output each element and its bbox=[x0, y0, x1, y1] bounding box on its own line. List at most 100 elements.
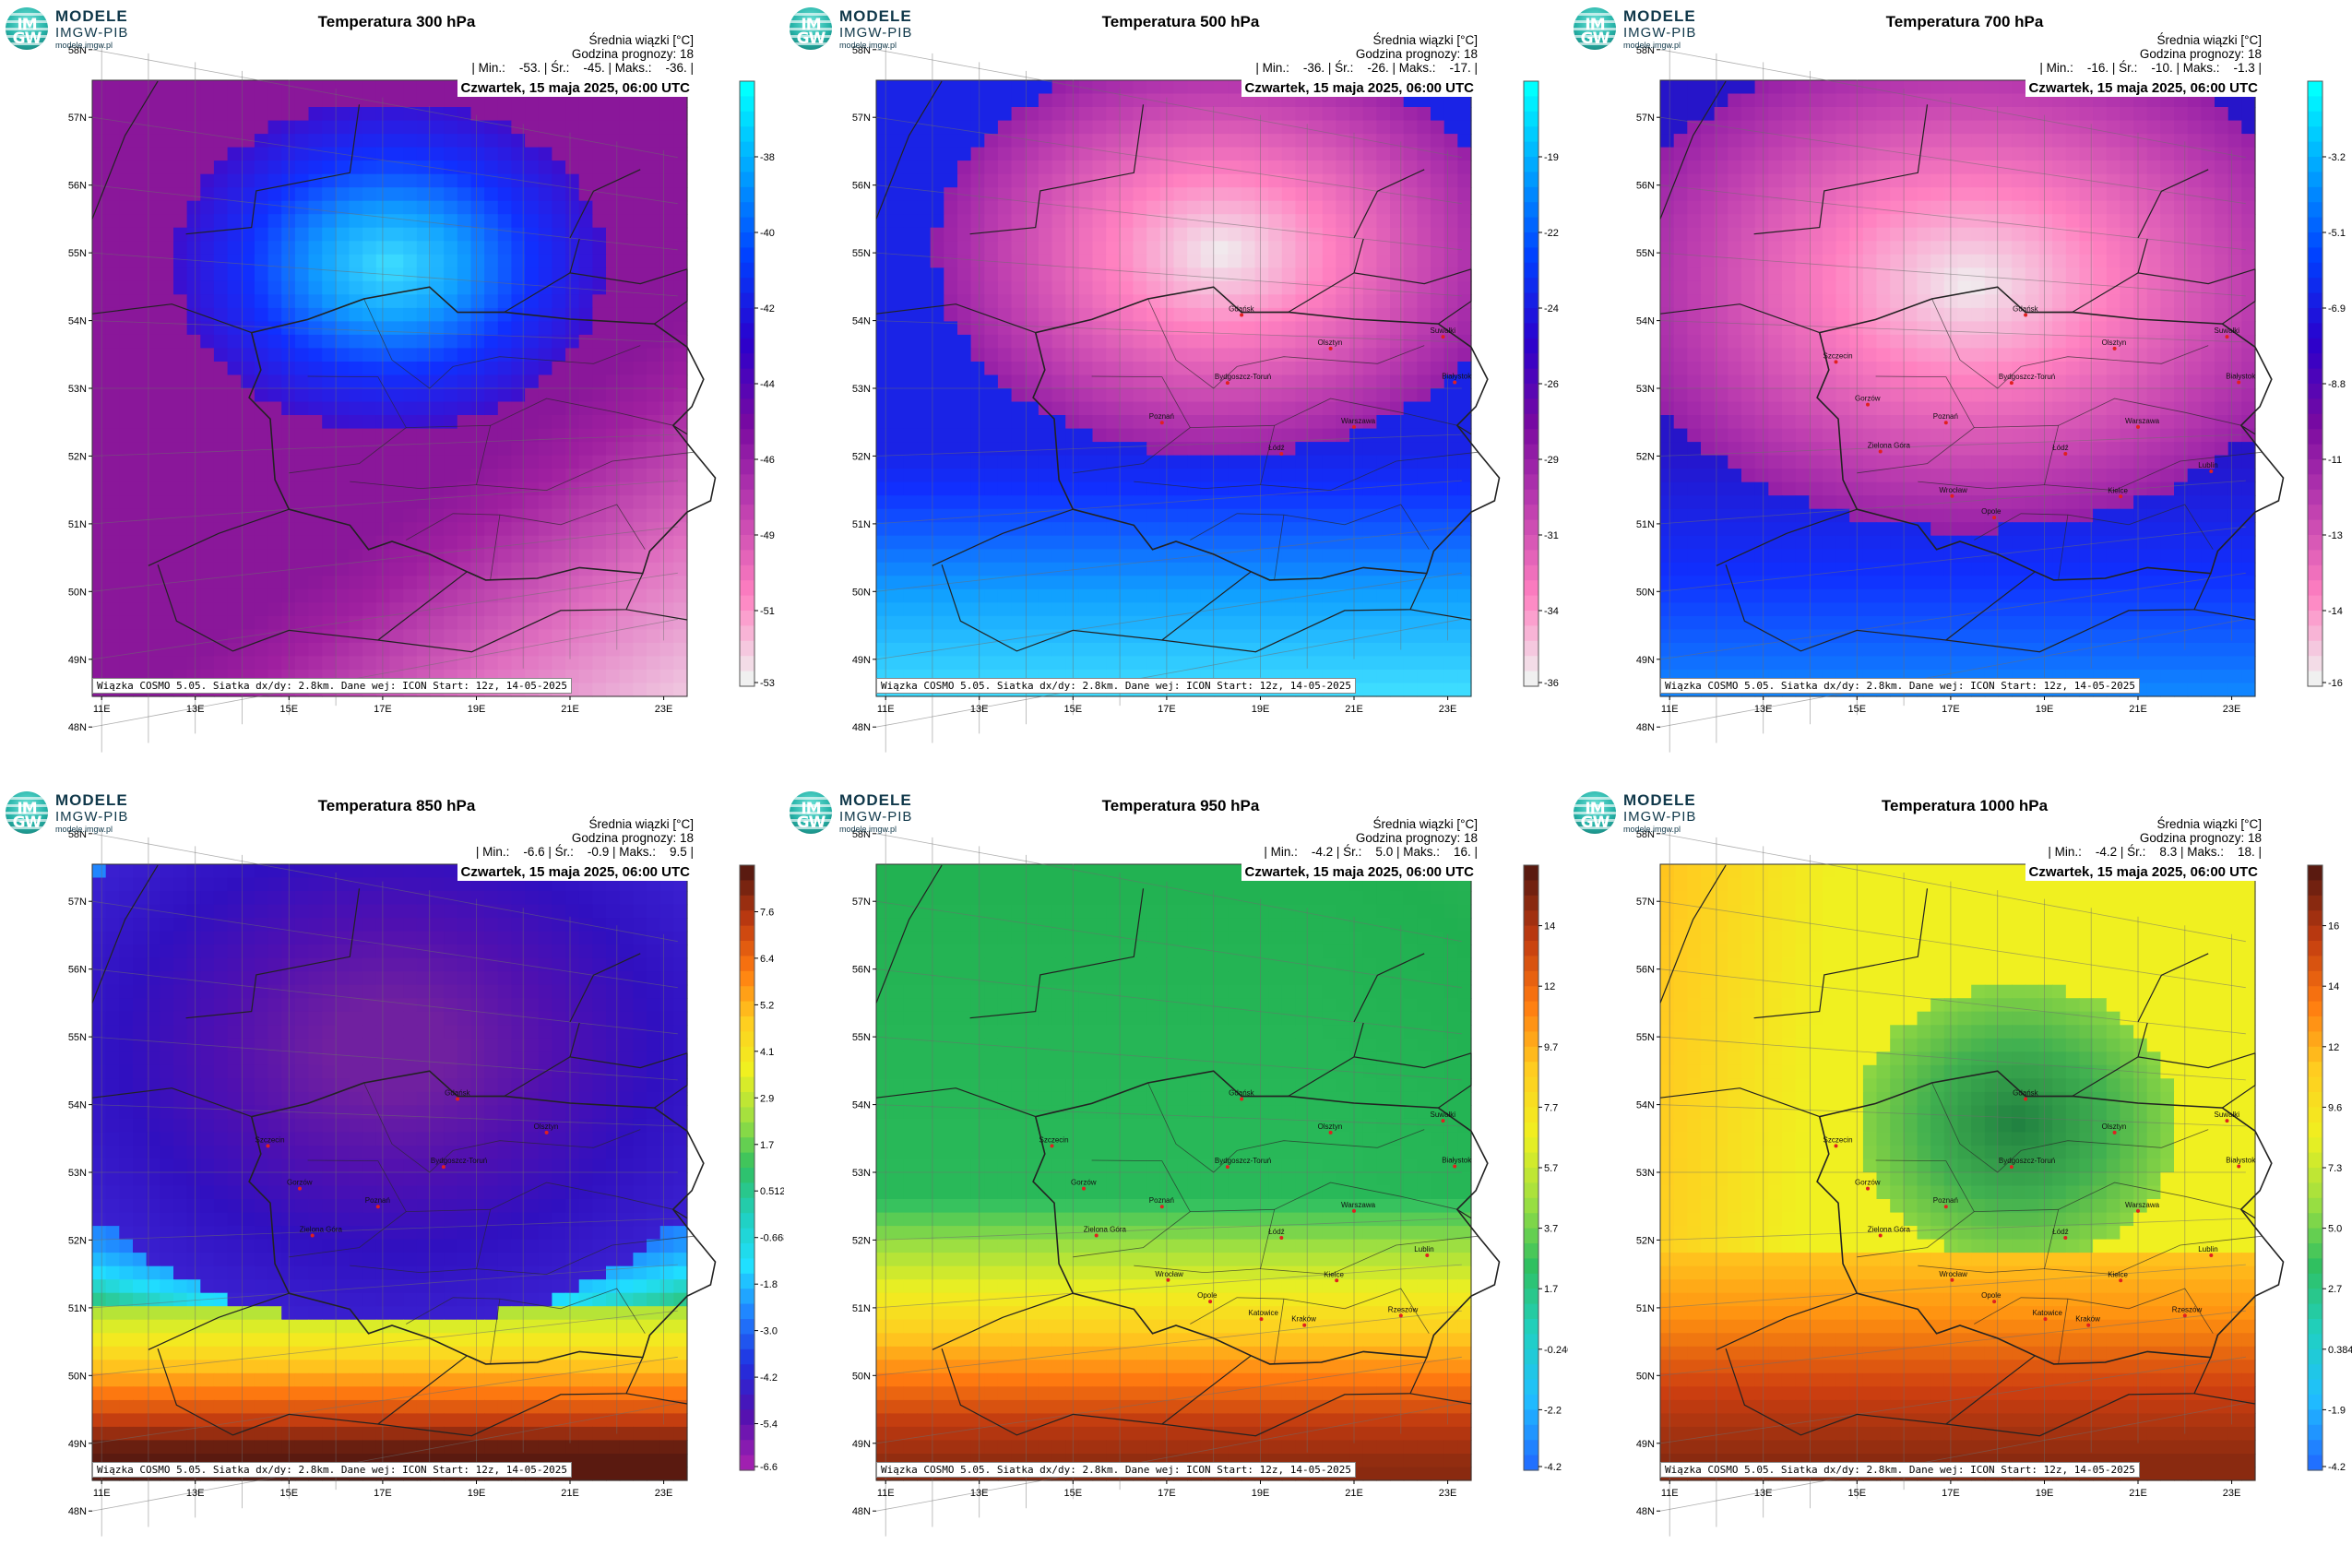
colorbar-tick-label: -4.2 bbox=[2328, 1462, 2346, 1473]
city-label: Poznań bbox=[1933, 1196, 1958, 1205]
city-marker bbox=[1082, 1186, 1086, 1191]
city-label: Katowice bbox=[1249, 1309, 1279, 1317]
city-marker bbox=[2009, 1165, 2013, 1170]
city-marker bbox=[1050, 1144, 1054, 1148]
model-info-footer: Wiązka COSMO 5.05. Siatka dx/dy: 2.8km. … bbox=[92, 1462, 572, 1478]
city-label: Bydgoszcz-Toruń bbox=[1215, 1157, 1271, 1165]
city-markers: Gdańsk Olsztyn Suwałki Białystok Bydgoszcz-T… bbox=[1149, 305, 1472, 456]
city-label: Rzeszów bbox=[1388, 1305, 1419, 1313]
colorbar-tick-label: -4.2 bbox=[760, 1372, 778, 1384]
city-markers: Gdańsk Olsztyn Suwałki Szczecin Białystok Byd… bbox=[1823, 1089, 2256, 1327]
latitude-label: 58N bbox=[852, 829, 871, 840]
latitude-label: 51N bbox=[852, 1303, 871, 1314]
temperature-map: Gdańsk Olsztyn Suwałki Szczecin Białystok Byd… bbox=[852, 828, 1568, 1537]
latitude-label: 48N bbox=[68, 1506, 87, 1517]
logo-mark-line1: IM bbox=[17, 800, 37, 818]
city-marker bbox=[1279, 1236, 1284, 1240]
ensemble-meta: Średnia wiązki [°C] Godzina prognozy: 18… bbox=[2048, 817, 2262, 859]
temperature-map: Gdańsk Olsztyn Suwałki Szczecin Białystok Byd… bbox=[1636, 44, 2346, 753]
city-label: Bydgoszcz-Toruń bbox=[431, 1157, 487, 1165]
longitude-label: 19E bbox=[2036, 1488, 2054, 1499]
latitude-label: 54N bbox=[1636, 316, 1655, 327]
city-marker bbox=[1834, 360, 1838, 364]
city-marker bbox=[1302, 1323, 1307, 1327]
logo-mark-line2: GW bbox=[1580, 814, 1610, 832]
city-marker bbox=[441, 1165, 445, 1170]
longitude-label: 17E bbox=[374, 704, 392, 715]
city-marker bbox=[2086, 1323, 2091, 1327]
model-info-footer: Wiązka COSMO 5.05. Siatka dx/dy: 2.8km. … bbox=[1660, 678, 2140, 694]
stats-line: | Min.: -6.6 | Śr.: -0.9 | Maks.: 9.5 | bbox=[475, 845, 694, 859]
logo-mark-line2: GW bbox=[12, 30, 42, 48]
graticule bbox=[91, 44, 678, 753]
city-label: Wrocław bbox=[1939, 1270, 1967, 1278]
city-label: Szczecin bbox=[1823, 1135, 1853, 1144]
longitude-labels: 11E 13E 15E 17E 19E 21E 23E bbox=[93, 696, 672, 715]
colorbar-tick-label: 2.7 bbox=[2328, 1284, 2342, 1295]
latitude-label: 57N bbox=[1636, 897, 1655, 908]
city-marker bbox=[2136, 424, 2140, 429]
city-label: Gdańsk bbox=[1229, 305, 1255, 314]
city-marker bbox=[1159, 421, 1164, 425]
latitude-label: 48N bbox=[1636, 1506, 1655, 1517]
latitude-label: 48N bbox=[852, 722, 871, 733]
colorbar-tick-label: 12 bbox=[2328, 1042, 2339, 1053]
city-marker bbox=[1398, 1313, 1403, 1318]
forecast-hour-label: Godzina prognozy: 18 bbox=[571, 47, 694, 61]
city-label: Warszawa bbox=[2125, 1201, 2160, 1209]
country-borders bbox=[1659, 80, 2285, 653]
temperature-map: Gdańsk Olsztyn Szczecin Bydgoszcz-Toruń Gorz… bbox=[68, 828, 784, 1537]
latitude-label: 56N bbox=[852, 965, 871, 976]
colorbar-tick-label: -5.1 bbox=[2328, 228, 2346, 239]
colorbar-tick-label: -34 bbox=[1544, 606, 1559, 617]
latitude-label: 51N bbox=[68, 519, 87, 530]
latitude-label: 57N bbox=[1636, 113, 1655, 124]
latitude-label: 56N bbox=[68, 965, 87, 976]
colorbar-tick-label: -22 bbox=[1544, 228, 1559, 239]
latitude-labels: 58N 57N 56N 55N 54N 53N 52N 51N 50N 49N 48N bbox=[852, 829, 876, 1517]
latitude-label: 51N bbox=[1636, 519, 1655, 530]
city-label: Opole bbox=[1197, 1291, 1218, 1300]
logo-name-line2: IMGW-PIB bbox=[55, 809, 129, 825]
city-marker bbox=[2209, 469, 2214, 473]
longitude-label: 17E bbox=[374, 1488, 392, 1499]
logo-url: modele.imgw.pl bbox=[839, 41, 897, 50]
poland-border bbox=[248, 1070, 717, 1365]
city-markers: Gdańsk Olsztyn Suwałki Szczecin Białystok Byd… bbox=[1823, 305, 2256, 520]
logo-name-line1: MODELE bbox=[55, 791, 128, 809]
latitude-label: 55N bbox=[1636, 248, 1655, 259]
city-label: Białystok bbox=[2226, 1157, 2256, 1165]
colorbar-tick-label: -4.2 bbox=[1544, 1462, 1562, 1473]
longitude-label: 11E bbox=[93, 704, 111, 715]
stats-line: | Min.: -53. | Śr.: -45. | Maks.: -36. | bbox=[471, 61, 694, 75]
city-label: Gdańsk bbox=[2013, 1089, 2039, 1098]
forecast-hour-label: Godzina prognozy: 18 bbox=[571, 831, 694, 845]
latitude-label: 55N bbox=[1636, 1032, 1655, 1043]
city-marker bbox=[2043, 1317, 2048, 1322]
imgw-logo: IM GW MODELE IMGW-PIB modele.imgw.pl bbox=[6, 790, 135, 836]
imgw-logo-icon: IM GW bbox=[6, 7, 48, 50]
country-borders bbox=[91, 80, 717, 653]
city-label: Bydgoszcz-Toruń bbox=[1999, 373, 2055, 381]
city-marker bbox=[1866, 402, 1870, 407]
panel-title: Temperatura 850 hPa bbox=[317, 797, 476, 814]
forecast-hour-label: Godzina prognozy: 18 bbox=[1355, 47, 1478, 61]
panel-title: Temperatura 300 hPa bbox=[317, 13, 476, 30]
colorbar-tick-label: 9.7 bbox=[1544, 1042, 1558, 1053]
latitude-label: 53N bbox=[68, 384, 87, 395]
ensemble-meta: Średnia wiązki [°C] Godzina prognozy: 18… bbox=[471, 33, 694, 75]
colorbar-tick-label: 5.0 bbox=[2328, 1224, 2342, 1235]
model-info-footer: Wiązka COSMO 5.05. Siatka dx/dy: 2.8km. … bbox=[876, 1462, 1356, 1478]
valid-date-label: Czwartek, 15 maja 2025, 06:00 UTC bbox=[2025, 79, 2262, 97]
city-label: Olsztyn bbox=[2102, 1123, 2127, 1131]
colorbar-tick-label: -6.9 bbox=[2328, 303, 2346, 315]
city-marker bbox=[1943, 421, 1948, 425]
city-marker bbox=[1240, 313, 1244, 317]
city-label: Poznań bbox=[1149, 1196, 1174, 1205]
city-label: Suwałki bbox=[1431, 1111, 1456, 1119]
city-label: Zielona Góra bbox=[1868, 1226, 1911, 1234]
city-label: Poznań bbox=[365, 1196, 390, 1205]
city-label: Olsztyn bbox=[2102, 339, 2127, 347]
longitude-label: 17E bbox=[1158, 1488, 1176, 1499]
city-markers: Gdańsk Olsztyn Suwałki Szczecin Białystok Byd… bbox=[1039, 1089, 1472, 1327]
